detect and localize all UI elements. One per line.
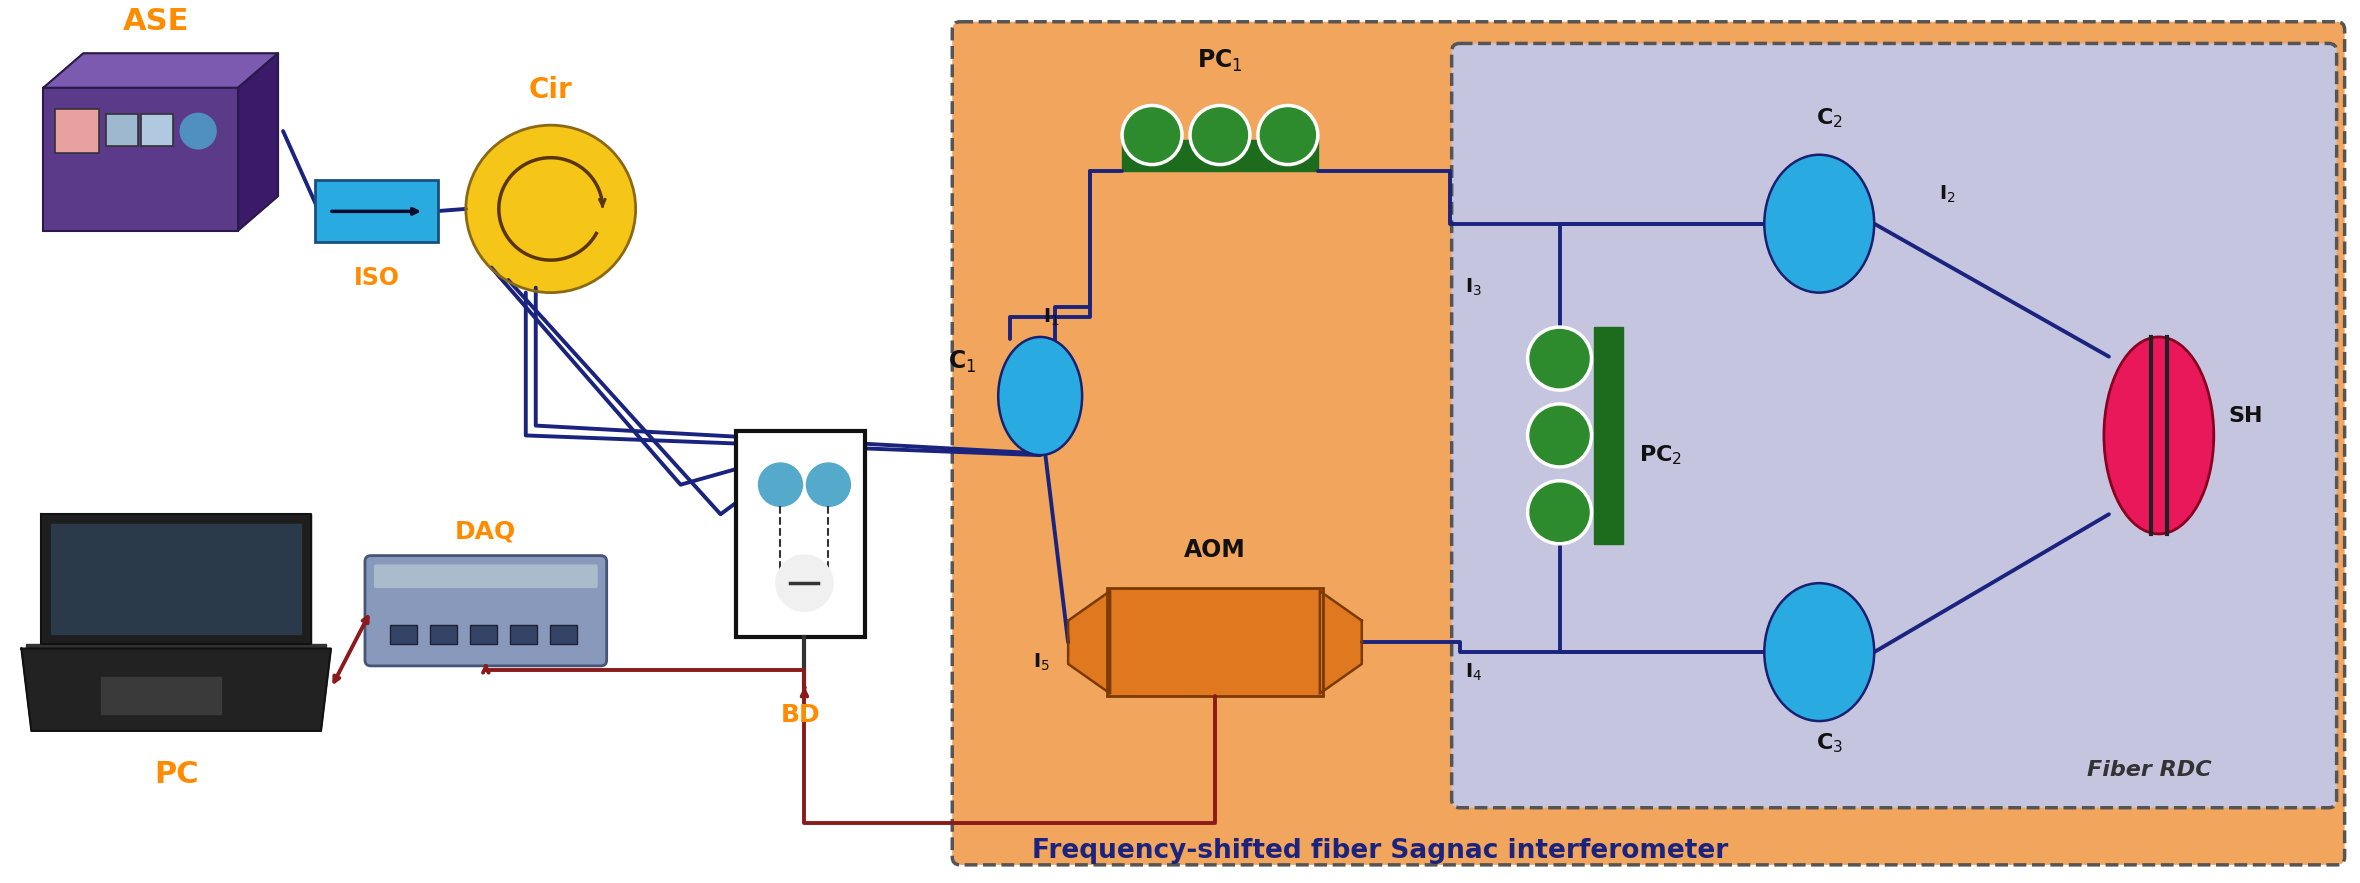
Circle shape [1121, 105, 1182, 164]
Text: AOM: AOM [1185, 538, 1246, 562]
FancyBboxPatch shape [470, 624, 498, 645]
Circle shape [1527, 327, 1591, 390]
Ellipse shape [2103, 337, 2214, 534]
Polygon shape [1319, 591, 1362, 693]
Circle shape [758, 463, 802, 506]
Text: I$_4$: I$_4$ [1466, 662, 1482, 683]
FancyBboxPatch shape [953, 22, 2343, 864]
Circle shape [1527, 480, 1591, 544]
FancyBboxPatch shape [1107, 588, 1324, 697]
Polygon shape [26, 645, 326, 649]
Circle shape [1258, 105, 1317, 164]
FancyBboxPatch shape [314, 180, 439, 243]
FancyBboxPatch shape [42, 87, 238, 230]
FancyBboxPatch shape [736, 431, 866, 638]
Text: I$_2$: I$_2$ [1940, 184, 1956, 205]
Text: C$_2$: C$_2$ [1815, 107, 1843, 130]
FancyBboxPatch shape [550, 624, 576, 645]
Circle shape [1527, 404, 1591, 467]
FancyBboxPatch shape [142, 114, 172, 146]
FancyBboxPatch shape [106, 114, 139, 146]
Ellipse shape [998, 337, 1083, 455]
FancyBboxPatch shape [1121, 140, 1317, 171]
Text: SH: SH [2228, 405, 2263, 426]
Polygon shape [52, 525, 302, 634]
Text: C$_3$: C$_3$ [1815, 731, 1843, 754]
Polygon shape [1069, 591, 1109, 693]
Circle shape [776, 555, 833, 611]
FancyBboxPatch shape [510, 624, 536, 645]
Text: C$_1$: C$_1$ [949, 349, 977, 374]
Text: I$_3$: I$_3$ [1466, 277, 1482, 298]
Text: PC: PC [153, 760, 198, 789]
Ellipse shape [1765, 155, 1874, 292]
FancyBboxPatch shape [1593, 327, 1624, 544]
Text: Fiber RDC: Fiber RDC [2086, 760, 2211, 781]
Polygon shape [21, 649, 330, 731]
FancyBboxPatch shape [430, 624, 458, 645]
Text: Frequency-shifted fiber Sagnac interferometer: Frequency-shifted fiber Sagnac interfero… [1031, 838, 1728, 864]
Text: DAQ: DAQ [455, 520, 517, 544]
Circle shape [465, 125, 635, 292]
Text: ISO: ISO [354, 266, 399, 290]
Circle shape [1189, 105, 1251, 164]
Circle shape [807, 463, 850, 506]
Text: BD: BD [781, 704, 821, 728]
Text: Cir: Cir [529, 76, 573, 103]
Text: I$_1$: I$_1$ [1043, 306, 1060, 328]
Ellipse shape [1765, 583, 1874, 721]
Polygon shape [42, 514, 312, 645]
FancyBboxPatch shape [1451, 43, 2336, 808]
Polygon shape [238, 53, 278, 230]
Polygon shape [101, 676, 222, 713]
Polygon shape [42, 53, 278, 87]
Text: PC$_1$: PC$_1$ [1197, 48, 1244, 74]
Text: I$_5$: I$_5$ [1034, 652, 1050, 673]
FancyBboxPatch shape [54, 109, 99, 153]
Text: PC$_2$: PC$_2$ [1640, 443, 1683, 467]
FancyBboxPatch shape [389, 624, 418, 645]
Circle shape [179, 113, 217, 149]
FancyBboxPatch shape [366, 555, 607, 666]
Text: ASE: ASE [123, 6, 189, 35]
FancyBboxPatch shape [373, 564, 597, 588]
